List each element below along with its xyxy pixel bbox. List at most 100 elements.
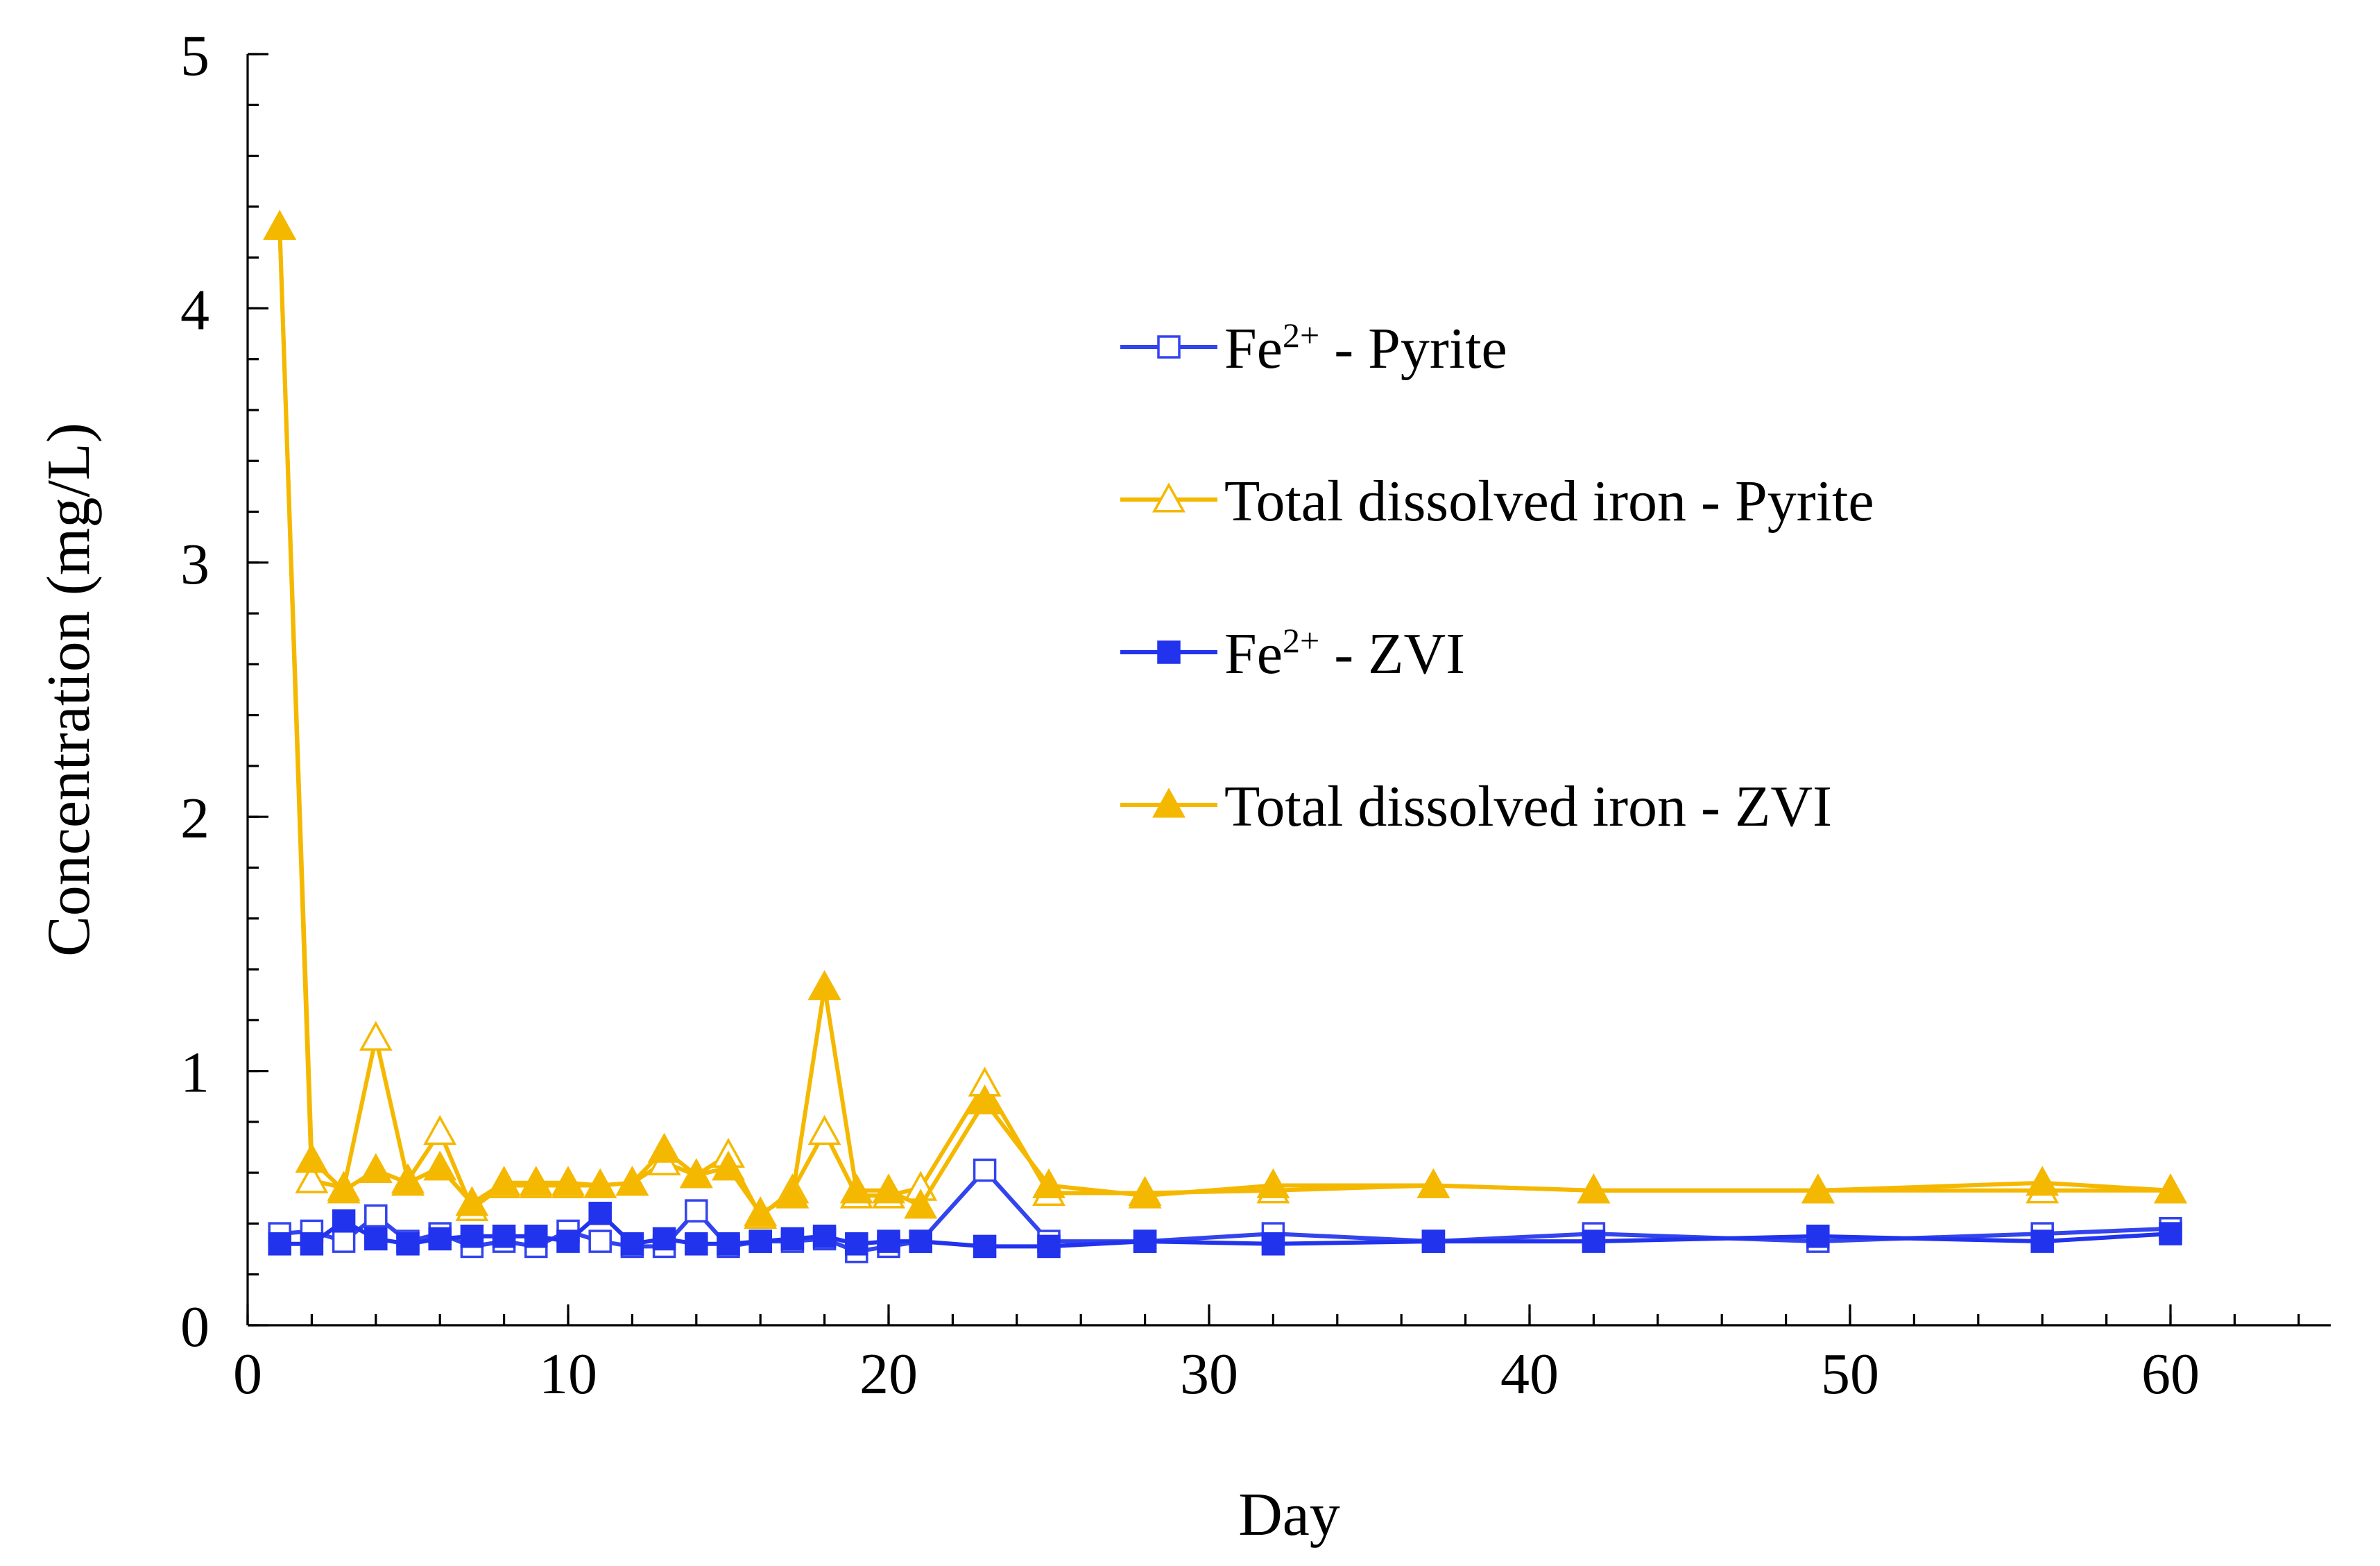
data-point (1416, 1168, 1450, 1199)
data-point (845, 1232, 868, 1256)
data-point (428, 1227, 452, 1251)
data-point (780, 1227, 805, 1251)
data-point (807, 1114, 841, 1146)
data-point (524, 1225, 548, 1248)
data-point (1582, 1229, 1606, 1253)
legend-item: Fe2+ - ZVI (1120, 621, 1465, 686)
data-point (685, 1232, 708, 1256)
data-point (391, 1166, 425, 1196)
legend-item: Total dissolved iron - ZVI (1120, 774, 1832, 839)
data-point (588, 1202, 612, 1225)
data-point (973, 1158, 997, 1182)
data-point (460, 1225, 484, 1248)
y-axis-title: Concentration (mg/L) (35, 423, 103, 957)
data-point (807, 970, 841, 1001)
data-point (872, 1173, 905, 1204)
x-tick-label: 40 (1500, 1342, 1559, 1406)
data-point (1032, 1168, 1065, 1199)
series-3 (268, 1202, 2182, 1259)
x-tick-label: 50 (1821, 1342, 1879, 1406)
data-point (359, 1021, 393, 1051)
data-point (839, 1173, 873, 1204)
data-point (1133, 1229, 1157, 1253)
data-point (423, 1114, 457, 1146)
legend-marker (1157, 640, 1181, 664)
legend-label: Fe2+ - Pyrite (1224, 316, 1507, 381)
data-point (904, 1189, 938, 1219)
data-point (1128, 1178, 1162, 1209)
y-tick-label: 5 (180, 24, 209, 88)
data-point (1037, 1234, 1061, 1259)
data-point (776, 1178, 810, 1209)
series-layer (263, 210, 2187, 1263)
data-point (2154, 1173, 2187, 1204)
data-point (396, 1232, 420, 1256)
data-point (551, 1166, 585, 1196)
data-point (1577, 1173, 1611, 1204)
data-point (968, 1084, 1002, 1115)
legend-label: Total dissolved iron - Pyrite (1224, 469, 1874, 534)
legend-label: Fe2+ - ZVI (1224, 621, 1465, 686)
x-tick-label: 10 (539, 1342, 597, 1406)
y-tick-label: 1 (180, 1041, 209, 1105)
data-point (2026, 1166, 2060, 1196)
data-point (263, 210, 297, 240)
data-point (748, 1229, 772, 1253)
data-point (620, 1232, 644, 1256)
data-point (2030, 1229, 2054, 1253)
data-point (812, 1225, 837, 1248)
legend-marker (1157, 335, 1181, 359)
data-point (717, 1232, 740, 1256)
data-point (744, 1196, 778, 1227)
data-point (332, 1209, 356, 1233)
data-point (300, 1232, 324, 1256)
x-axis-title: Day (1238, 1481, 1340, 1549)
legend-label: Total dissolved iron - ZVI (1224, 774, 1832, 839)
data-point (652, 1227, 676, 1251)
data-point (519, 1166, 553, 1196)
data-point (1806, 1225, 1830, 1248)
x-tick-label: 0 (233, 1342, 262, 1406)
data-point (364, 1204, 388, 1228)
data-point (332, 1229, 356, 1253)
y-tick-label: 0 (180, 1295, 209, 1359)
data-point (423, 1150, 457, 1181)
data-point (615, 1166, 649, 1196)
data-point (583, 1168, 617, 1199)
axes: 0 10 20 30 40 50 60 0 1 2 3 4 5 (180, 24, 2331, 1406)
data-point (1801, 1173, 1835, 1204)
data-point (973, 1234, 997, 1259)
legend: Fe2+ - Pyrite Total dissolved iron - Pyri… (1120, 316, 1874, 839)
data-point (487, 1166, 521, 1196)
data-point (492, 1225, 516, 1248)
data-point (877, 1229, 900, 1253)
y-tick-label: 2 (180, 786, 209, 851)
data-point (364, 1227, 388, 1251)
x-tick-label: 30 (1180, 1342, 1238, 1406)
data-point (588, 1229, 612, 1253)
data-point (685, 1199, 708, 1223)
x-tick-label: 60 (2141, 1342, 2200, 1406)
data-point (295, 1143, 329, 1173)
data-point (327, 1173, 361, 1204)
data-point (679, 1158, 713, 1189)
x-tick-label: 20 (859, 1342, 918, 1406)
data-point (556, 1229, 580, 1253)
data-point (1421, 1229, 1446, 1253)
data-point (359, 1152, 393, 1184)
data-point (268, 1232, 291, 1256)
series-4 (263, 210, 2187, 1227)
data-point (1256, 1168, 1290, 1199)
data-point (712, 1150, 745, 1181)
legend-item: Total dissolved iron - Pyrite (1120, 469, 1874, 534)
data-point (909, 1229, 932, 1253)
data-point (647, 1132, 681, 1163)
series-1 (268, 1158, 2182, 1263)
y-tick-label: 4 (180, 278, 209, 342)
y-tick-label: 3 (180, 532, 209, 597)
data-point (295, 1163, 329, 1193)
legend-marker (1152, 788, 1185, 818)
legend-marker (1152, 482, 1185, 513)
